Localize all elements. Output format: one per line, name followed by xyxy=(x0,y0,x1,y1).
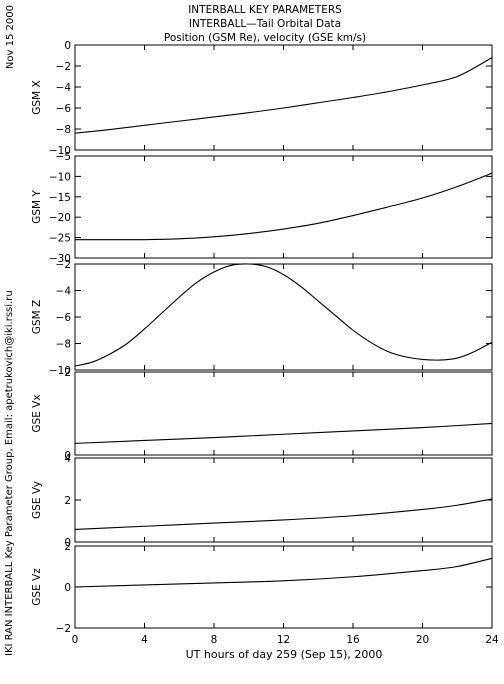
panel-frame xyxy=(74,371,493,456)
panel-frame xyxy=(74,457,493,543)
panel-3: −2 −4 −6 −8 −10 GSM Z xyxy=(31,259,493,377)
y-tick-label: −20 xyxy=(49,212,71,224)
y-tick-label: 0 xyxy=(64,450,71,462)
y-tick-label: −30 xyxy=(49,253,71,265)
y-tick-label: −15 xyxy=(49,192,71,204)
y-tick-label: 2 xyxy=(64,367,71,379)
panel-1: 0 −2 −4 −6 −8 −10 GSM X xyxy=(31,40,493,157)
date-label: Nov 15 2000 xyxy=(5,5,16,69)
figure-title: INTERBALL KEY PARAMETERS INTERBALL—Tail … xyxy=(164,4,366,44)
y-tick-label: 0 xyxy=(64,582,71,594)
title-line-3: Position (GSM Re), velocity (GSE km/s) xyxy=(164,32,366,44)
x-tick-label: 12 xyxy=(277,634,290,646)
y-axis-label: GSE Vz xyxy=(31,568,43,606)
y-tick-label: −4 xyxy=(56,286,72,298)
y-tick-label: −8 xyxy=(56,124,71,136)
y-tick-label: −4 xyxy=(56,82,72,94)
x-tick-label: 20 xyxy=(416,634,429,646)
series-line xyxy=(74,422,493,444)
panel-5: 0 2 4 GSE Vy xyxy=(31,453,493,549)
panel-4: 0 2 GSE Vx xyxy=(31,367,493,462)
y-axis-label: GSE Vy xyxy=(31,481,43,519)
x-tick-label: 24 xyxy=(485,634,499,646)
y-tick-label: −6 xyxy=(56,312,72,324)
title-line-2: INTERBALL—Tail Orbital Data xyxy=(189,18,341,30)
y-tick-label: −2 xyxy=(56,623,71,635)
series-line xyxy=(74,498,493,530)
y-axis-label: GSE Vx xyxy=(31,394,43,432)
x-axis-label: UT hours of day 259 (Sep 15), 2000 xyxy=(186,648,383,661)
series-line xyxy=(74,557,493,588)
series-line xyxy=(74,57,493,134)
x-tick-label: 0 xyxy=(72,634,79,646)
y-tick-label: 2 xyxy=(64,495,71,507)
y-tick-label: −8 xyxy=(56,339,71,351)
x-tick-label: 4 xyxy=(141,634,148,646)
x-axis: 0 4 8 12 16 20 24 xyxy=(72,634,499,646)
y-tick-label: −2 xyxy=(56,61,71,73)
y-tick-label: 0 xyxy=(64,537,71,549)
y-tick-label: 2 xyxy=(64,541,71,553)
y-tick-label: −2 xyxy=(56,259,71,271)
series-line xyxy=(74,263,493,367)
y-axis-label: GSM Y xyxy=(31,190,43,224)
y-axis-label: GSM Z xyxy=(31,300,43,334)
y-axis-label: GSM X xyxy=(31,80,43,114)
panel-frame xyxy=(74,155,493,259)
x-tick-label: 8 xyxy=(211,634,218,646)
y-tick-label: −5 xyxy=(56,151,71,163)
panel-frame xyxy=(74,545,493,629)
y-tick-label: −10 xyxy=(49,171,71,183)
x-tick-label: 16 xyxy=(346,634,360,646)
y-tick-label: 4 xyxy=(64,453,71,465)
panel-frame xyxy=(74,44,493,151)
y-tick-label: 0 xyxy=(64,40,71,52)
panel-6: 2 0 −2 GSE Vz xyxy=(31,541,493,635)
panel-2: −5 −10 −15 −20 −25 −30 GSM Y xyxy=(31,151,493,265)
series-line xyxy=(75,172,493,241)
credit-label: IKI RAN INTERBALL Key Parameter Group, E… xyxy=(4,290,15,656)
title-line-1: INTERBALL KEY PARAMETERS xyxy=(188,4,342,16)
y-tick-label: −6 xyxy=(56,103,72,115)
y-tick-label: −10 xyxy=(49,365,71,377)
y-tick-label: −10 xyxy=(49,145,71,157)
y-tick-label: −25 xyxy=(49,233,71,245)
panel-frame xyxy=(74,263,493,371)
